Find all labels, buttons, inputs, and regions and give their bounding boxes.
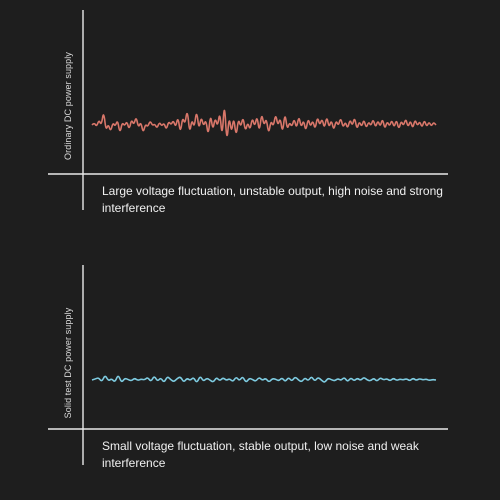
- chart-svg: [48, 265, 448, 465]
- series-line: [91, 375, 437, 383]
- chart-caption: Large voltage fluctuation, unstable outp…: [102, 184, 443, 215]
- y-axis-label: Solid test DC power supply: [63, 307, 73, 419]
- series-layer: [91, 375, 437, 383]
- chart-svg: [48, 10, 448, 210]
- chart-caption: Small voltage fluctuation, stable output…: [102, 439, 419, 470]
- y-axis-label: Ordinary DC power supply: [63, 52, 73, 160]
- chart-solid-test-dc: Solid test DC power supply Small voltage…: [0, 255, 500, 475]
- series-line: [91, 109, 437, 137]
- series-layer: [91, 109, 437, 137]
- chart-ordinary-dc: Ordinary DC power supply Large voltage f…: [0, 0, 500, 220]
